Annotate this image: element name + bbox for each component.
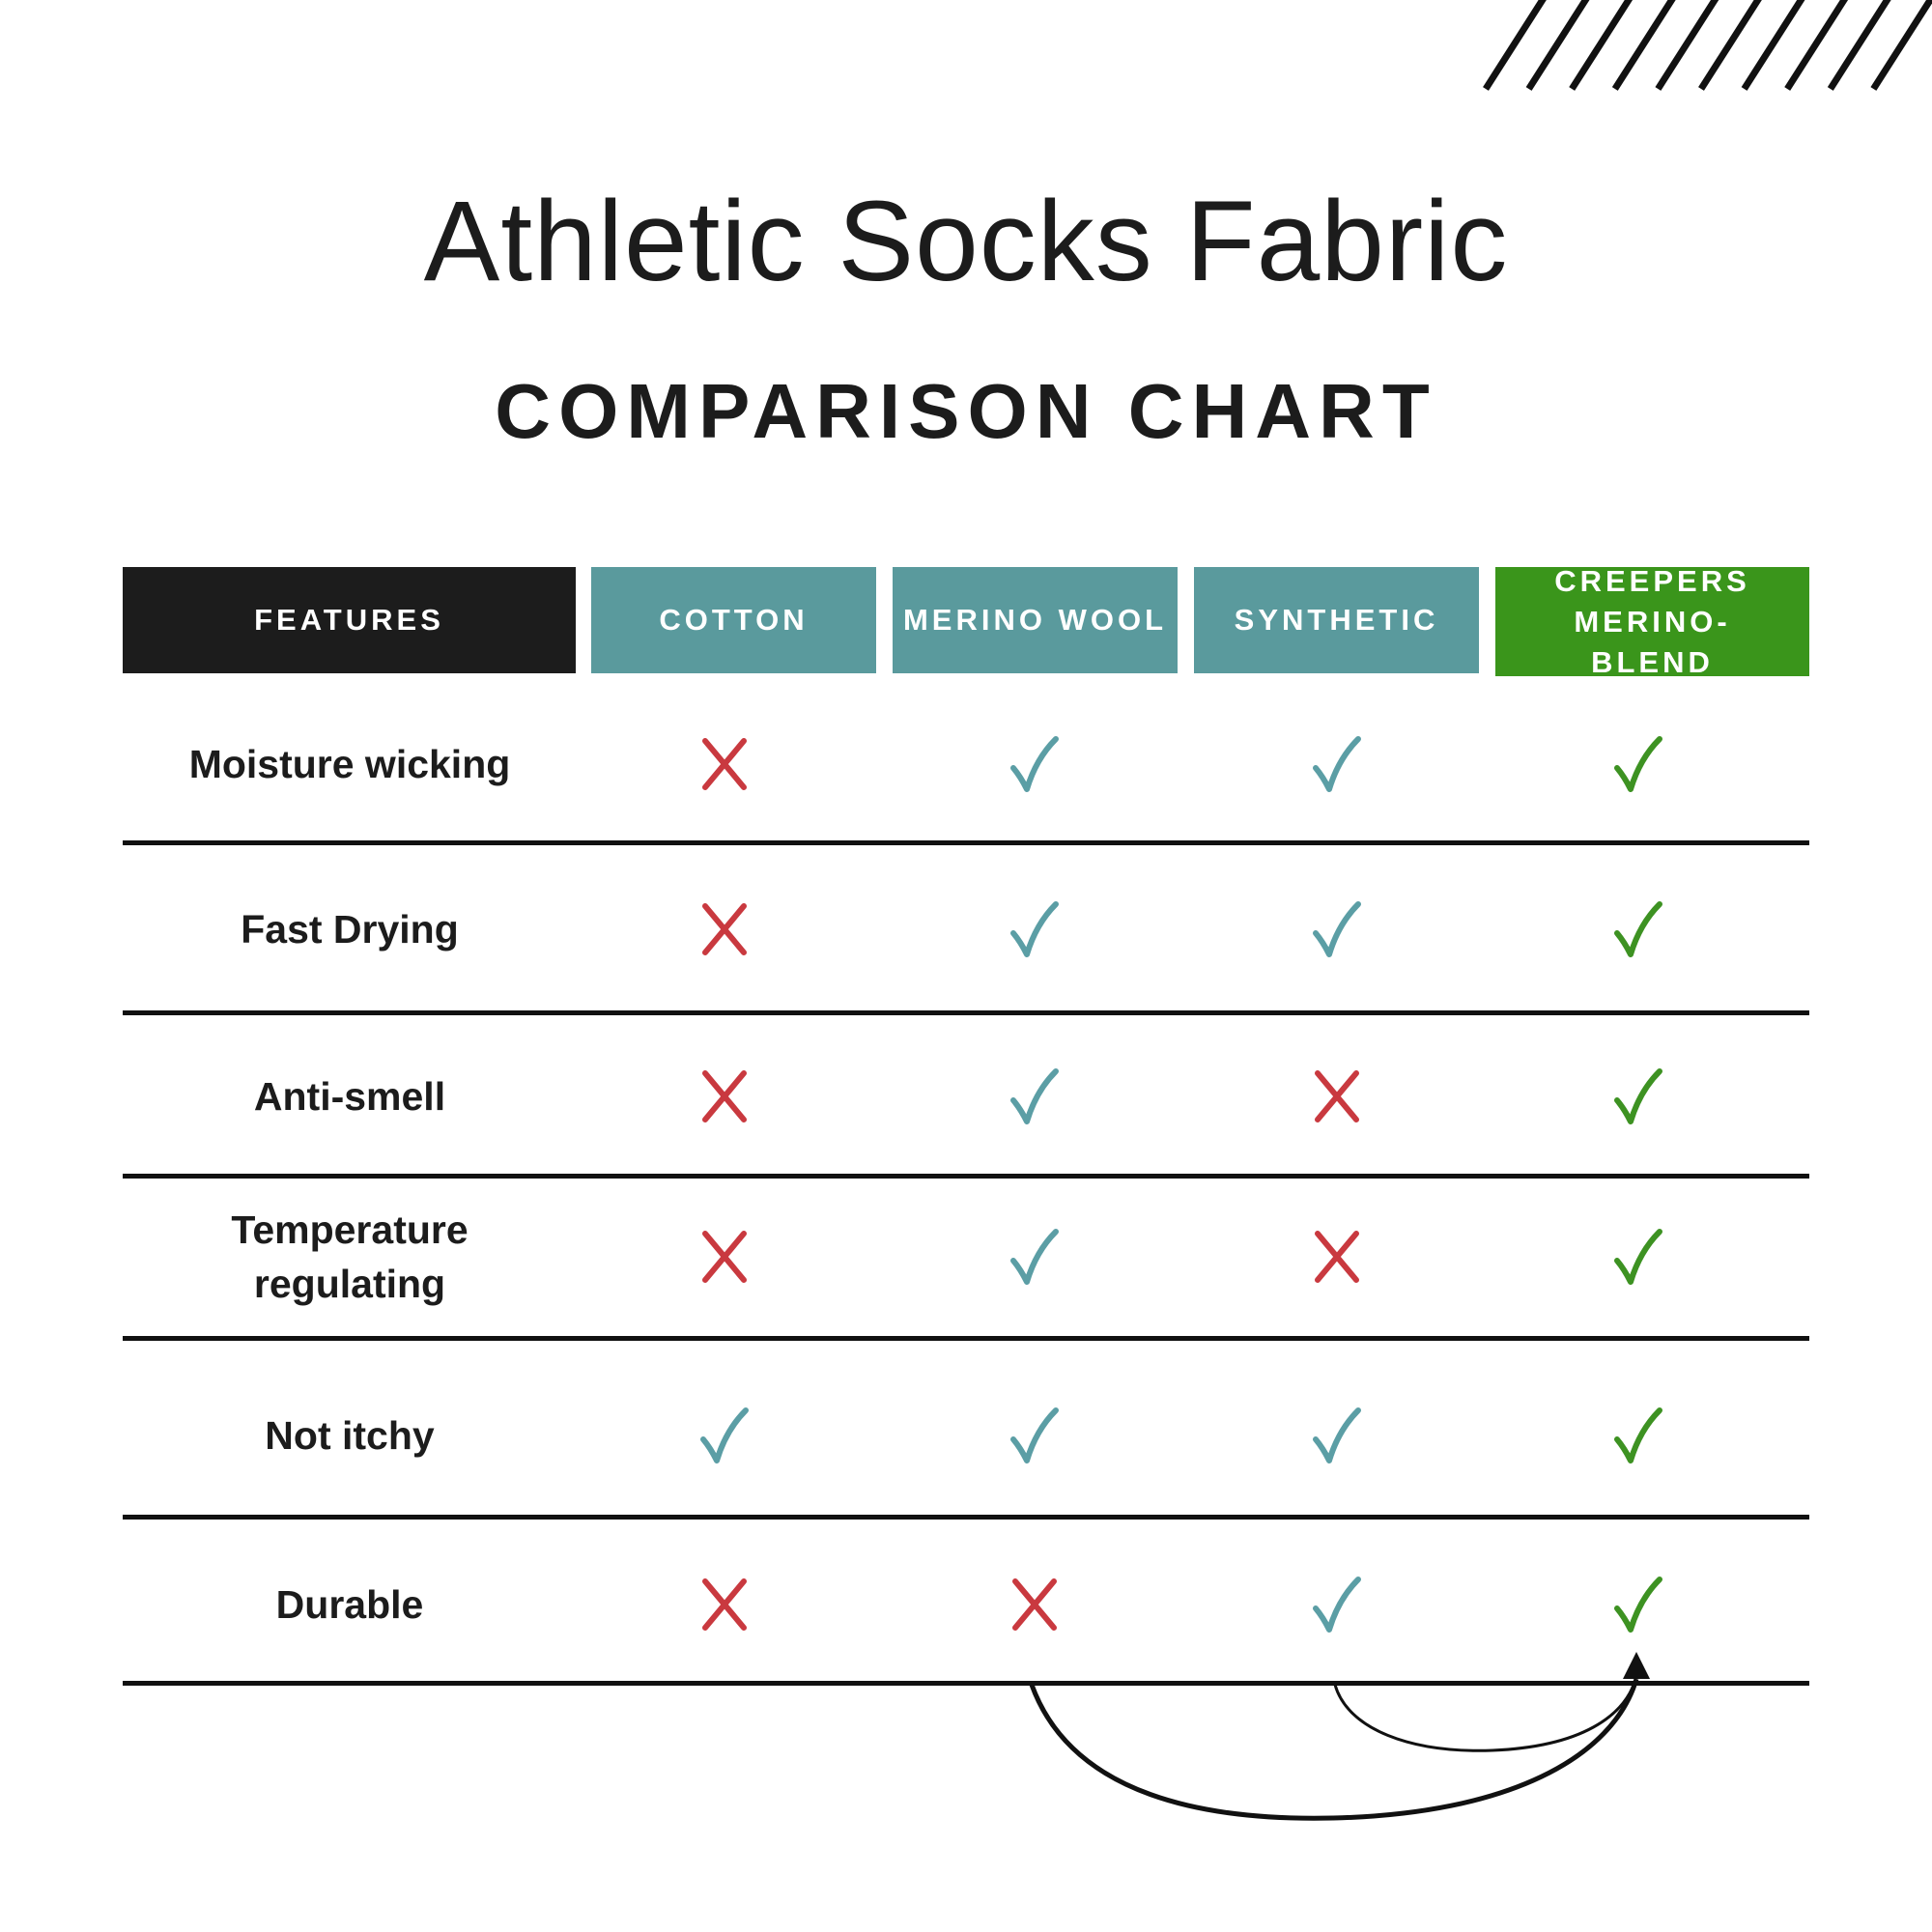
header-cotton: COTTON [591, 567, 876, 673]
check-icon [1010, 1229, 1059, 1285]
stripe [1784, 0, 1849, 91]
stripe [1611, 0, 1676, 91]
row-divider [123, 840, 1809, 845]
cross-icon [702, 1578, 747, 1631]
header-merino-wool: MERINO WOOL [893, 567, 1178, 673]
stripe [1483, 0, 1547, 91]
arrowhead-icon [1623, 1652, 1650, 1679]
cross-icon [702, 1231, 747, 1283]
feature-label: Fast Drying [241, 907, 459, 952]
stripe [1655, 0, 1719, 91]
stripe [1870, 0, 1932, 91]
stripe [1698, 0, 1762, 91]
row-divider [123, 1336, 1809, 1341]
check-icon [700, 1407, 749, 1463]
check-icon [1614, 1068, 1662, 1124]
header-creepers-merino-blend: CREEPERS MERINO-BLEND [1495, 564, 1809, 679]
cross-icon [1012, 1578, 1057, 1631]
check-icon [1614, 1577, 1662, 1633]
check-icon [1313, 1407, 1361, 1463]
check-icon [1010, 1068, 1059, 1124]
cross-icon [702, 903, 747, 955]
cross-icon [1315, 1070, 1359, 1122]
page-subtitle: COMPARISON CHART [495, 368, 1437, 454]
check-icon [1010, 736, 1059, 792]
check-icon [1313, 901, 1361, 957]
header-features: FEATURES [123, 567, 576, 673]
feature-label: Moisture wicking [188, 742, 511, 786]
check-icon [1614, 1229, 1662, 1285]
stripe [1741, 0, 1805, 91]
check-icon [1614, 901, 1662, 957]
feature-label: Durable [275, 1582, 424, 1627]
feature-label: Anti-smell [253, 1074, 446, 1119]
arrow-from-synthetic [1333, 1682, 1636, 1752]
row-divider [123, 1681, 1809, 1686]
check-icon [1614, 1407, 1662, 1463]
check-icon [1010, 1407, 1059, 1463]
feature-label: Not itchy [265, 1413, 435, 1458]
arrow-from-merino [1029, 1678, 1639, 1821]
row-divider [123, 1010, 1809, 1015]
header-synthetic: SYNTHETIC [1194, 567, 1479, 673]
row-divider [123, 1174, 1809, 1179]
page-title: Athletic Socks Fabric [423, 178, 1509, 305]
check-icon [1614, 736, 1662, 792]
cross-icon [702, 1070, 747, 1122]
stripe [1525, 0, 1590, 91]
stripe [1827, 0, 1891, 91]
stripe [1569, 0, 1634, 91]
feature-label: Temperature regulating [231, 1208, 469, 1306]
check-icon [1313, 1577, 1361, 1633]
row-divider [123, 1515, 1809, 1520]
cross-icon [702, 738, 747, 790]
check-icon [1313, 736, 1361, 792]
check-icon [1010, 901, 1059, 957]
cross-icon [1315, 1231, 1359, 1283]
decorative-stripes [1483, 0, 1932, 91]
